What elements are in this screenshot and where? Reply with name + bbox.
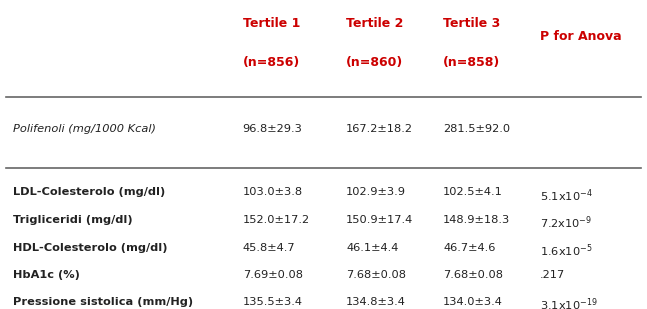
Text: HDL-Colesterolo (mg/dl): HDL-Colesterolo (mg/dl) bbox=[13, 243, 168, 252]
Text: Pressione sistolica (mm/Hg): Pressione sistolica (mm/Hg) bbox=[13, 297, 193, 307]
Text: Trigliceridi (mg/dl): Trigliceridi (mg/dl) bbox=[13, 215, 133, 225]
Text: P for Anova: P for Anova bbox=[540, 30, 622, 43]
Text: 46.7±4.6: 46.7±4.6 bbox=[443, 243, 496, 252]
Text: Tertile 3: Tertile 3 bbox=[443, 17, 500, 30]
Text: Tertile 2: Tertile 2 bbox=[346, 17, 404, 30]
Text: 134.0±3.4: 134.0±3.4 bbox=[443, 297, 503, 307]
Text: 135.5±3.4: 135.5±3.4 bbox=[243, 297, 303, 307]
Text: 7.2x10$^{-9}$: 7.2x10$^{-9}$ bbox=[540, 215, 592, 231]
Text: 134.8±3.4: 134.8±3.4 bbox=[346, 297, 406, 307]
Text: 45.8±4.7: 45.8±4.7 bbox=[243, 243, 295, 252]
Text: 5.1x10$^{-4}$: 5.1x10$^{-4}$ bbox=[540, 187, 593, 204]
Text: (n=858): (n=858) bbox=[443, 56, 500, 69]
Text: 7.69±0.08: 7.69±0.08 bbox=[243, 270, 303, 280]
Text: 150.9±17.4: 150.9±17.4 bbox=[346, 215, 413, 225]
Text: (n=856): (n=856) bbox=[243, 56, 300, 69]
Text: 96.8±29.3: 96.8±29.3 bbox=[243, 124, 303, 133]
Text: 102.9±3.9: 102.9±3.9 bbox=[346, 187, 406, 197]
Text: HbA1c (%): HbA1c (%) bbox=[13, 270, 80, 280]
Text: 167.2±18.2: 167.2±18.2 bbox=[346, 124, 413, 133]
Text: 152.0±17.2: 152.0±17.2 bbox=[243, 215, 310, 225]
Text: Polifenoli (mg/1000 Kcal): Polifenoli (mg/1000 Kcal) bbox=[13, 124, 156, 133]
Text: 103.0±3.8: 103.0±3.8 bbox=[243, 187, 303, 197]
Text: .217: .217 bbox=[540, 270, 565, 280]
Text: LDL-Colesterolo (mg/dl): LDL-Colesterolo (mg/dl) bbox=[13, 187, 165, 197]
Text: 148.9±18.3: 148.9±18.3 bbox=[443, 215, 510, 225]
Text: 1.6x10$^{-5}$: 1.6x10$^{-5}$ bbox=[540, 243, 593, 259]
Text: 46.1±4.4: 46.1±4.4 bbox=[346, 243, 399, 252]
Text: 3.1x10$^{-19}$: 3.1x10$^{-19}$ bbox=[540, 297, 598, 309]
Text: Tertile 1: Tertile 1 bbox=[243, 17, 300, 30]
Text: 281.5±92.0: 281.5±92.0 bbox=[443, 124, 510, 133]
Text: 7.68±0.08: 7.68±0.08 bbox=[346, 270, 406, 280]
Text: 7.68±0.08: 7.68±0.08 bbox=[443, 270, 503, 280]
Text: (n=860): (n=860) bbox=[346, 56, 403, 69]
Text: 102.5±4.1: 102.5±4.1 bbox=[443, 187, 503, 197]
